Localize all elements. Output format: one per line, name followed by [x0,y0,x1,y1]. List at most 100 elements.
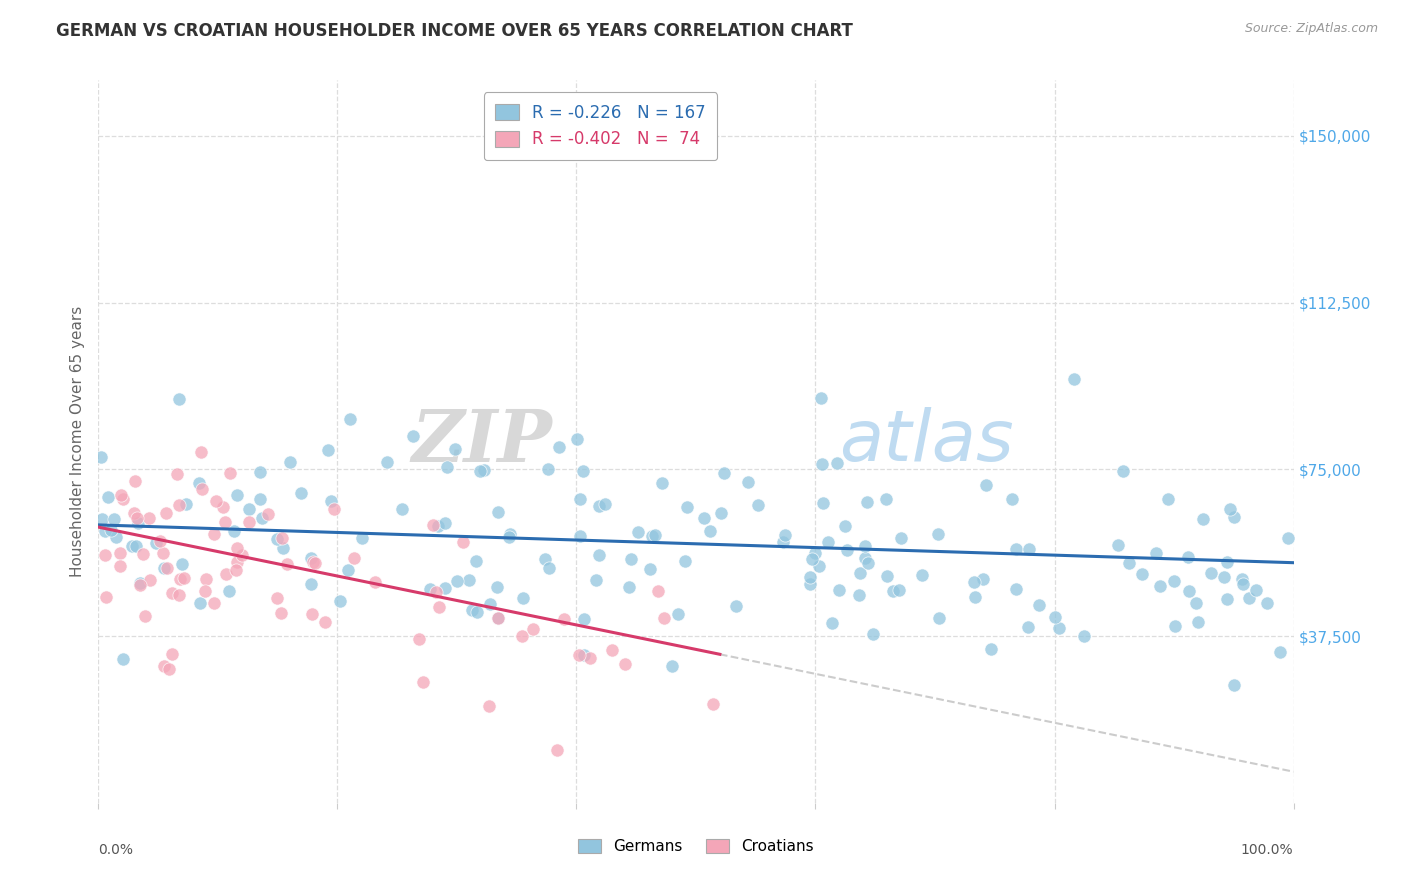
Text: 0.0%: 0.0% [98,843,134,856]
Point [339,412,361,426]
Point [1073,629,1095,643]
Point [270,607,292,621]
Point [593,497,616,511]
Point [299,577,322,591]
Point [377,455,399,469]
Point [301,607,323,621]
Point [111,491,134,506]
Point [875,491,897,506]
Point [725,599,748,613]
Point [153,659,176,673]
Point [97,490,120,504]
Point [190,445,212,459]
Point [460,602,482,616]
Point [127,516,149,530]
Point [588,499,610,513]
Point [155,507,177,521]
Point [638,562,661,576]
Point [1219,502,1241,516]
Point [713,466,735,480]
Point [928,610,950,624]
Point [1018,541,1040,556]
Point [1222,678,1244,692]
Point [314,615,336,629]
Point [1001,492,1024,507]
Point [1028,598,1050,612]
Point [155,561,177,575]
Point [668,607,690,621]
Point [617,581,640,595]
Point [1164,619,1187,633]
Point [427,599,450,614]
Point [855,495,877,509]
Point [464,554,486,568]
Point [834,518,856,533]
Point [810,391,832,405]
Point [425,585,447,599]
Point [173,571,195,585]
Point [837,542,859,557]
Point [654,610,676,624]
Point [1047,621,1070,635]
Point [129,576,152,591]
Point [911,568,934,582]
Point [202,526,225,541]
Point [536,461,558,475]
Point [1244,582,1267,597]
Point [1187,615,1209,629]
Point [585,573,607,587]
Point [329,594,352,608]
Point [194,572,217,586]
Point [773,528,796,542]
Point [1177,550,1199,565]
Point [322,502,344,516]
Point [1157,492,1180,507]
Point [122,506,145,520]
Point [103,512,125,526]
Point [1005,542,1028,557]
Point [887,582,910,597]
Point [1163,574,1185,588]
Point [828,582,851,597]
Text: Source: ZipAtlas.com: Source: ZipAtlas.com [1244,22,1378,36]
Point [104,530,127,544]
Point [465,605,488,619]
Point [1256,597,1278,611]
Point [408,632,430,647]
Point [266,591,288,605]
Point [231,548,253,562]
Text: GERMAN VS CROATIAN HOUSEHOLDER INCOME OVER 65 YEARS CORRELATION CHART: GERMAN VS CROATIAN HOUSEHOLDER INCOME OV… [56,22,853,40]
Point [1230,572,1253,586]
Point [693,511,716,525]
Point [225,555,247,569]
Point [336,563,359,577]
Point [1268,645,1291,659]
Point [972,572,994,586]
Point [145,536,167,550]
Point [470,464,492,478]
Point [853,539,876,553]
Point [737,475,759,489]
Point [343,550,366,565]
Point [547,440,569,454]
Point [170,557,193,571]
Point [848,588,870,602]
Point [1112,464,1135,478]
Point [1223,510,1246,524]
Point [249,491,271,506]
Point [799,570,821,584]
Point [436,459,458,474]
Point [811,457,834,471]
Point [149,533,172,548]
Point [821,615,844,630]
Point [1017,620,1039,634]
Point [876,569,898,583]
Point [352,531,374,545]
Point [568,529,591,543]
Point [219,466,242,480]
Legend: Germans, Croatians: Germans, Croatians [572,832,820,860]
Point [486,611,509,625]
Point [1149,579,1171,593]
Point [588,548,610,562]
Point [498,530,520,544]
